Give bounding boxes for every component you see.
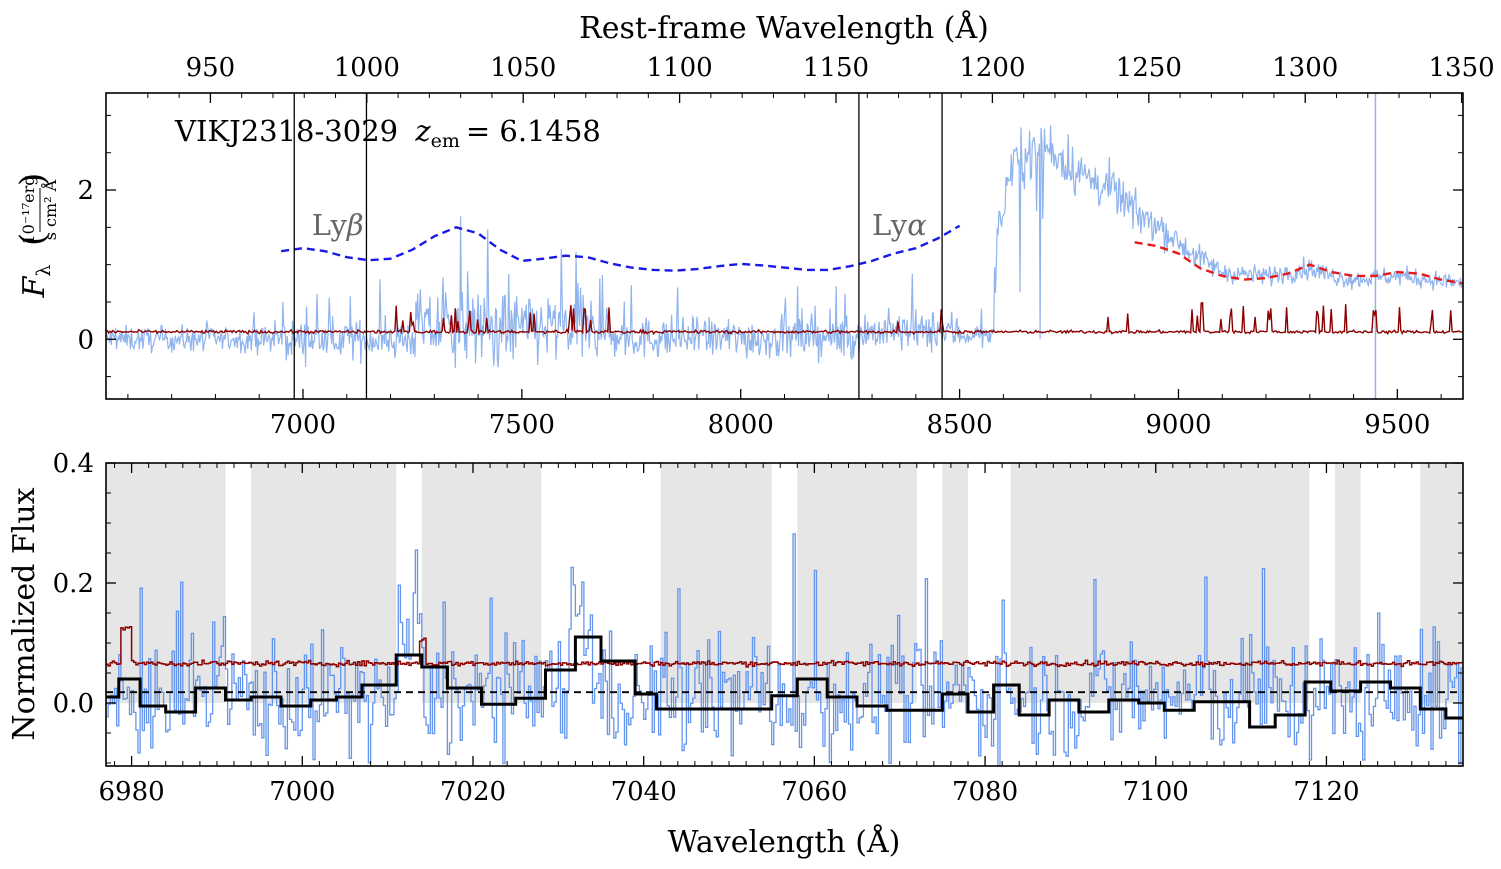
error-series <box>105 301 1463 336</box>
x-tick-label: 7500 <box>489 410 555 440</box>
y-tick-label: 2 <box>77 176 94 206</box>
top-x-axis-title: Rest-frame Wavelength (Å) <box>579 10 989 46</box>
bottom-y-axis-title: Normalized Flux <box>7 487 42 740</box>
top-x-tick-label: 1150 <box>803 53 869 83</box>
x-tick-label: 7040 <box>611 777 677 807</box>
bottom-plot-area <box>106 463 1463 767</box>
redshift-value: = 6.1458 <box>466 114 601 148</box>
y-symbol: Fλ <box>17 265 55 299</box>
redshift-symbol: z <box>414 114 431 148</box>
lyb-label: Lyβ <box>312 208 364 242</box>
top-x-tick-label: 1250 <box>1116 53 1182 83</box>
y-tick-label: 0.2 <box>53 569 94 599</box>
x-tick-label: 7120 <box>1293 777 1359 807</box>
top-x-tick-label: 1200 <box>959 53 1025 83</box>
x-tick-label: 7060 <box>781 777 847 807</box>
x-tick-label: 9500 <box>1364 410 1430 440</box>
top-ticks: 7000 7500 8000 8500 9000 9500 950 1000 1050 1100 1… <box>77 53 1494 440</box>
bottom-axes-frame <box>105 462 1464 767</box>
y-tick-label: 0 <box>77 325 94 355</box>
top-plot-area: Lyβ Lyα <box>105 93 1464 399</box>
x-tick-label: 7000 <box>269 777 335 807</box>
x-tick-label: 7020 <box>440 777 506 807</box>
top-x-tick-label: 1050 <box>490 53 556 83</box>
bottom-panel: 6980 7000 7020 7040 7060 7080 7100 7120 0.0 0.2 0.… <box>7 449 1464 860</box>
shaded-region <box>797 463 917 703</box>
x-tick-label: 8000 <box>708 410 774 440</box>
continuum-fit-blue <box>280 224 961 272</box>
x-tick-label: 6980 <box>99 777 165 807</box>
x-tick-label: 7080 <box>952 777 1018 807</box>
redshift-subscript: em <box>431 130 460 152</box>
bottom-x-axis-title: Wavelength (Å) <box>668 824 901 860</box>
top-x-tick-label: 1300 <box>1272 53 1338 83</box>
shaded-region <box>106 463 226 703</box>
continuum-fit-red <box>1134 241 1464 285</box>
y-tick-label: 0.4 <box>53 449 94 479</box>
x-tick-label: 7000 <box>270 410 336 440</box>
top-panel: Lyβ Lyα 7000 7500 8000 8500 9000 9500 950 1000 10… <box>13 10 1495 440</box>
top-x-tick-label: 1100 <box>647 53 713 83</box>
error-series-zoom <box>106 625 1463 668</box>
top-x-tick-label: 950 <box>186 53 236 83</box>
top-y-axis-title: Fλ ( 10⁻¹⁷erg s cm² Å ) <box>13 173 60 299</box>
x-tick-label: 7100 <box>1123 777 1189 807</box>
y-tick-label: 0.0 <box>53 689 94 719</box>
y-unit-numerator: 10⁻¹⁷erg <box>19 176 38 245</box>
flux-series-zoom <box>106 533 1463 767</box>
binned-flux-step <box>106 635 1463 729</box>
object-name: VIKJ2318-3029 <box>174 114 398 148</box>
top-object-label: VIKJ2318-3029 zem = 6.1458 <box>174 114 601 152</box>
top-x-tick-label: 1000 <box>334 53 400 83</box>
x-tick-label: 8500 <box>927 410 993 440</box>
y-paren-open: ( <box>13 233 53 246</box>
bottom-ticks: 6980 7000 7020 7040 7060 7080 7100 7120 0.0 0.2 0.… <box>53 449 1464 807</box>
lya-label: Lyα <box>872 208 927 242</box>
x-tick-label: 9000 <box>1145 410 1211 440</box>
y-paren-close: ) <box>13 173 53 186</box>
y-unit-denominator: s cm² Å <box>40 179 60 240</box>
top-x-tick-label: 1350 <box>1429 53 1495 83</box>
